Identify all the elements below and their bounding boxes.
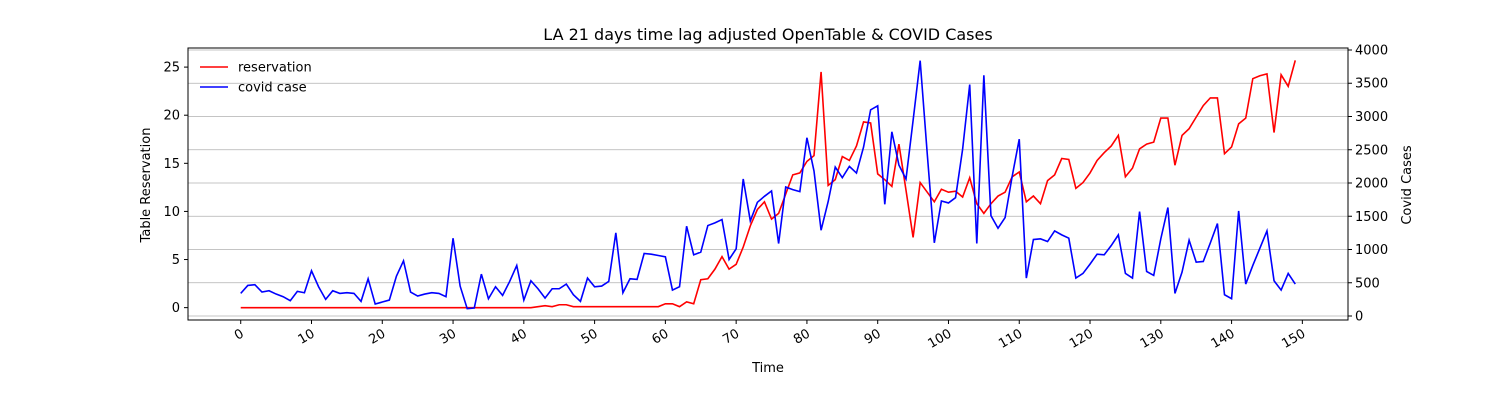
x-tick-label: 140: [1209, 326, 1238, 351]
x-tick-label: 40: [508, 326, 530, 347]
x-tick-label: 70: [720, 326, 742, 347]
x-tick-label: 90: [862, 326, 884, 347]
x-tick-label: 110: [996, 326, 1025, 351]
x-tick-label: 0: [232, 326, 247, 343]
data-line: [240, 60, 1296, 310]
y-tick-label: 20: [163, 109, 180, 124]
x-tick-label: 150: [1279, 326, 1308, 351]
x-tick-label: 20: [366, 326, 388, 347]
y2-tick-label: 1000: [1355, 243, 1388, 258]
y-tick-label: 10: [163, 205, 180, 220]
y2-tick-label: 1500: [1355, 210, 1388, 225]
legend-label: reservation: [238, 61, 312, 76]
y2-tick-label: 3500: [1355, 77, 1388, 92]
y2-tick-label: 2000: [1355, 177, 1388, 192]
y2-tick-label: 2500: [1355, 143, 1388, 158]
y2-tick-label: 0: [1355, 310, 1363, 325]
x-tick-label: 120: [1067, 326, 1096, 351]
y-tick-label: 25: [163, 61, 180, 76]
y-axis-label: Table Reservation: [139, 128, 154, 244]
x-tick-label: 130: [1138, 326, 1167, 351]
x-tick-label: 50: [579, 326, 601, 347]
y2-axis-label: Covid Cases: [1400, 145, 1415, 225]
y-tick-label: 15: [163, 157, 180, 172]
y-tick-label: 0: [172, 301, 180, 316]
y2-tick-label: 500: [1355, 276, 1380, 291]
x-tick-label: 100: [925, 326, 954, 351]
x-tick-label: 10: [296, 326, 318, 347]
y-tick-label: 5: [172, 253, 180, 268]
x-tick-label: 80: [791, 326, 813, 347]
y2-tick-label: 4000: [1355, 43, 1388, 58]
data-line: [240, 60, 1297, 309]
plot-frame: [187, 47, 1349, 321]
chart-title: LA 21 days time lag adjusted OpenTable &…: [543, 25, 992, 44]
y2-tick-label: 3000: [1355, 110, 1388, 125]
legend-label: covid case: [238, 81, 307, 96]
x-axis-label: Time: [751, 361, 784, 376]
x-tick-label: 60: [650, 326, 672, 347]
x-tick-label: 30: [437, 326, 459, 347]
